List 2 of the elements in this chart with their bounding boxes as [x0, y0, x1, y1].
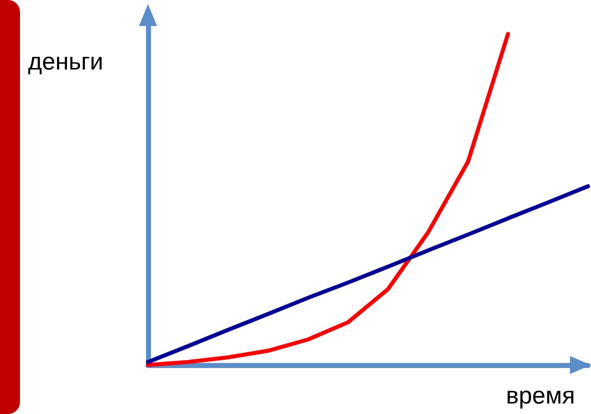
- y-axis-title: деньги: [28, 48, 104, 76]
- x-axis-title: время: [506, 382, 576, 410]
